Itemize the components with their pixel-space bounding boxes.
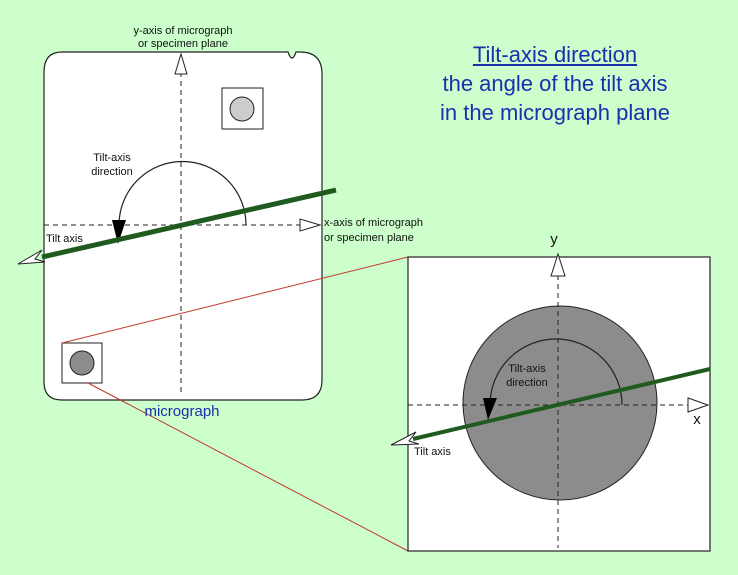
tilt-direction-label-2: direction [91, 166, 133, 178]
zoom-x-label: x [693, 411, 701, 428]
connector-line-top [61, 256, 409, 344]
micrograph-y-arrowhead [174, 52, 188, 75]
title-line-3: in the micrograph plane [440, 100, 670, 125]
zoom-y-arrowhead [550, 252, 566, 277]
tilt-axis-arrowhead [17, 249, 46, 265]
zoom-tilt-axis-arrowhead [390, 431, 420, 446]
connector-line-bottom [87, 382, 409, 552]
zoom-x-arrowhead [687, 397, 710, 413]
zoom-tilt-direction-arrowhead [483, 398, 497, 420]
zoom-tilt-axis-label: Tilt axis [414, 446, 451, 458]
tilt-direction-label-1: Tilt-axis [93, 152, 131, 164]
tilt-direction-arc [118, 160, 247, 226]
zoom-tilt-direction-label-1: Tilt-axis [508, 363, 546, 375]
tilt-axis-label: Tilt axis [46, 233, 83, 245]
title-line-2: the angle of the tilt axis [442, 71, 668, 96]
specimen-dot-bottom [69, 350, 95, 376]
title-heading: Tilt-axis direction [472, 42, 638, 67]
zoom-tilt-direction-arc [489, 338, 623, 406]
zoom-tilt-direction-label-2: direction [506, 377, 548, 389]
micrograph-x-arrowhead [299, 218, 322, 232]
micrograph-y-axis-label-1: y-axis of micrograph [133, 25, 232, 37]
micrograph-caption: micrograph [144, 403, 219, 420]
zoom-tilt-axis-line [412, 367, 711, 441]
micrograph-y-axis-label-2: or specimen plane [138, 38, 228, 50]
micrograph-x-axis-label-1: x-axis of micrograph [324, 217, 423, 229]
micrograph-x-axis-label-2: or specimen plane [324, 232, 414, 244]
zoom-y-label: y [550, 231, 558, 248]
tilt-direction-arrowhead [112, 220, 126, 244]
specimen-dot-top [229, 96, 255, 122]
diagram-title: Tilt-axis direction the angle of the til… [405, 40, 705, 127]
tilt-axis-line [41, 187, 337, 260]
